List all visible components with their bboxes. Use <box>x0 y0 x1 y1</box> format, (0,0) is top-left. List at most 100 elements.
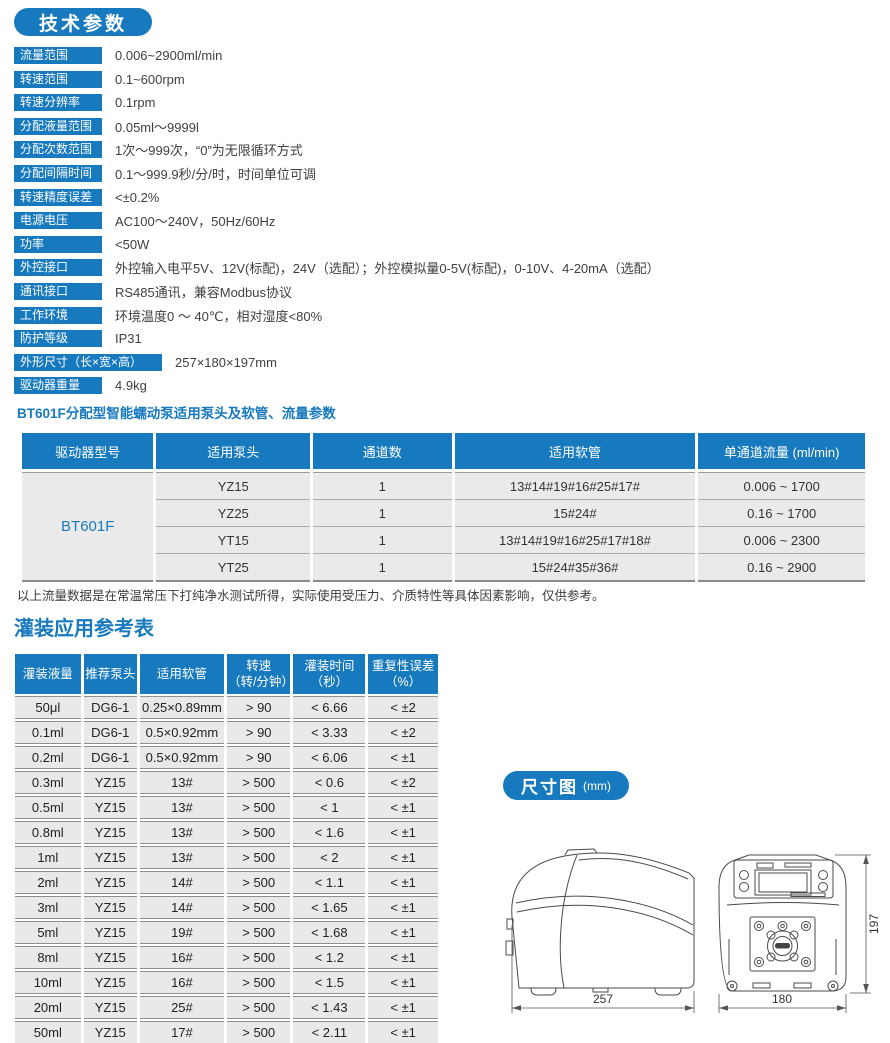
spec-value: 0.006~2900ml/min <box>115 48 223 63</box>
table-cell: YZ15 <box>83 771 137 794</box>
table-cell: > 500 <box>226 871 291 894</box>
table-cell: 13# <box>139 771 224 794</box>
spec-label: 分配间隔时间 <box>14 164 102 182</box>
spec-row: 驱动器重量 4.9kg <box>14 377 884 395</box>
table-row: YT25 1 15#24#35#36# 0.16 ~ 2900 <box>22 554 865 582</box>
table-row: 20ml YZ15 25# > 500 < 1.43 < ±1 <box>15 996 438 1019</box>
table-cell: 15#24# <box>454 500 696 527</box>
table-row: YT15 1 13#14#19#16#25#17#18# 0.006 ~ 230… <box>22 527 865 554</box>
table-cell: YZ15 <box>156 472 311 500</box>
table-cell: > 500 <box>226 796 291 819</box>
column-header: 驱动器型号 <box>22 433 154 472</box>
spec-label: 电源电压 <box>14 212 102 230</box>
spec-value: 4.9kg <box>115 378 147 394</box>
spec-value: AC100～240V，50Hz/60Hz <box>115 214 276 230</box>
spec-label: 转速精度误差 <box>14 188 102 206</box>
spec-value: 0.05ml～9999l <box>115 119 199 135</box>
table-cell: 1 <box>313 527 452 554</box>
spec-row: 分配液量范围 0.05ml～9999l <box>14 117 884 135</box>
spec-value: 0.1rpm <box>115 95 156 111</box>
table-cell: 15#24#35#36# <box>454 554 696 582</box>
table-cell: 0.16 ~ 2900 <box>698 554 865 582</box>
table-cell: YZ15 <box>83 821 137 844</box>
table-cell: YZ15 <box>83 896 137 919</box>
tech-params-badge: 技术参数 <box>14 8 152 36</box>
table-cell: < ±2 <box>368 771 438 794</box>
spec-label: 工作环境 <box>14 306 102 324</box>
column-header: 推荐泵头 <box>83 654 137 694</box>
spec-row: 分配次数范围 1次～999次，“0”为无限循环方式 <box>14 141 884 159</box>
table-cell: < 1.65 <box>293 896 366 919</box>
table-row: 0.8ml YZ15 13# > 500 < 1.6 < ±1 <box>15 821 438 844</box>
spec-row: 分配间隔时间 0.1～999.9秒/分/时，时间单位可调 <box>14 164 884 182</box>
table-row: 50ml YZ15 17# > 500 < 2.11 < ±1 <box>15 1021 438 1043</box>
pump-front-view-drawing: 180 197 <box>718 854 881 1013</box>
table-row: 50μl DG6-1 0.25×0.89mm > 90 < 6.66 < ±2 <box>15 696 438 719</box>
table-cell: 0.25×0.89mm <box>139 696 224 719</box>
spec-label: 分配液量范围 <box>14 117 102 135</box>
table-cell: 16# <box>139 971 224 994</box>
table-row: 0.3ml YZ15 13# > 500 < 0.6 < ±2 <box>15 771 438 794</box>
table-cell: < 1.5 <box>293 971 366 994</box>
driver-model-cell: BT601F <box>22 472 154 582</box>
table-cell: YZ15 <box>83 921 137 944</box>
table-cell: < 1.68 <box>293 921 366 944</box>
pump-table: 驱动器型号 适用泵头 通道数 适用软管 单通道流量 (ml/min) BT601… <box>19 433 868 582</box>
table-row: 5ml YZ15 19# > 500 < 1.68 < ±1 <box>15 921 438 944</box>
table-cell: 13# <box>139 796 224 819</box>
table-cell: YZ15 <box>83 1021 137 1043</box>
table-cell: < ±1 <box>368 746 438 769</box>
table-cell: 20ml <box>15 996 81 1019</box>
table-cell: < 1 <box>293 796 366 819</box>
table-row: 0.5ml YZ15 13# > 500 < 1 < ±1 <box>15 796 438 819</box>
table-cell: DG6-1 <box>83 746 137 769</box>
table-cell: > 500 <box>226 846 291 869</box>
table-cell: YZ15 <box>83 846 137 869</box>
table-cell: < ±1 <box>368 846 438 869</box>
column-header: 灌装时间 （秒） <box>293 654 366 694</box>
table-cell: 14# <box>139 871 224 894</box>
table-cell: < 1.43 <box>293 996 366 1019</box>
filling-table-header-row: 灌装液量 推荐泵头 适用软管 转速 （转/分钟） 灌装时间 （秒） 重复性误差 … <box>15 654 438 694</box>
table-cell: YZ25 <box>156 500 311 527</box>
table-cell: 50μl <box>15 696 81 719</box>
table-row: 0.1ml DG6-1 0.5×0.92mm > 90 < 3.33 < ±2 <box>15 721 438 744</box>
column-header: 重复性误差 （%） <box>368 654 438 694</box>
table-cell: 0.5×0.92mm <box>139 721 224 744</box>
width-dimension-label: 180 <box>772 992 792 1006</box>
table-cell: 0.16 ~ 1700 <box>698 500 865 527</box>
table-cell: DG6-1 <box>83 696 137 719</box>
table-cell: < ±1 <box>368 971 438 994</box>
pump-table-title: BT601F分配型智能蠕动泵适用泵头及软管、流量参数 <box>17 406 336 421</box>
table-cell: 5ml <box>15 921 81 944</box>
table-cell: 13# <box>139 821 224 844</box>
table-cell: 10ml <box>15 971 81 994</box>
spec-value: 环境温度0 ～ 40℃，相对湿度<80% <box>115 308 323 324</box>
table-cell: < ±2 <box>368 696 438 719</box>
table-cell: > 500 <box>226 896 291 919</box>
table-cell: 1 <box>313 500 452 527</box>
table-cell: YZ15 <box>83 971 137 994</box>
spec-row: 转速精度误差 <±0.2% <box>14 188 884 206</box>
spec-row: 通讯接口 RS485通讯，兼容Modbus协议 <box>14 282 884 300</box>
table-row: 0.2ml DG6-1 0.5×0.92mm > 90 < 6.06 < ±1 <box>15 746 438 769</box>
table-cell: < 1.6 <box>293 821 366 844</box>
column-header: 灌装液量 <box>15 654 81 694</box>
column-header: 适用软管 <box>139 654 224 694</box>
table-cell: 0.5×0.92mm <box>139 746 224 769</box>
dimension-badge: 尺寸图 (mm) <box>503 771 629 800</box>
table-cell: < ±1 <box>368 946 438 969</box>
table-cell: > 90 <box>226 696 291 719</box>
table-cell: < ±1 <box>368 996 438 1019</box>
table-cell: 13# <box>139 846 224 869</box>
table-cell: YZ15 <box>83 796 137 819</box>
table-cell: < ±1 <box>368 896 438 919</box>
table-cell: 0.2ml <box>15 746 81 769</box>
table-cell: > 500 <box>226 821 291 844</box>
table-cell: 19# <box>139 921 224 944</box>
table-cell: < ±1 <box>368 821 438 844</box>
table-row: 3ml YZ15 14# > 500 < 1.65 < ±1 <box>15 896 438 919</box>
table-cell: < ±1 <box>368 921 438 944</box>
spec-label: 分配次数范围 <box>14 141 102 159</box>
